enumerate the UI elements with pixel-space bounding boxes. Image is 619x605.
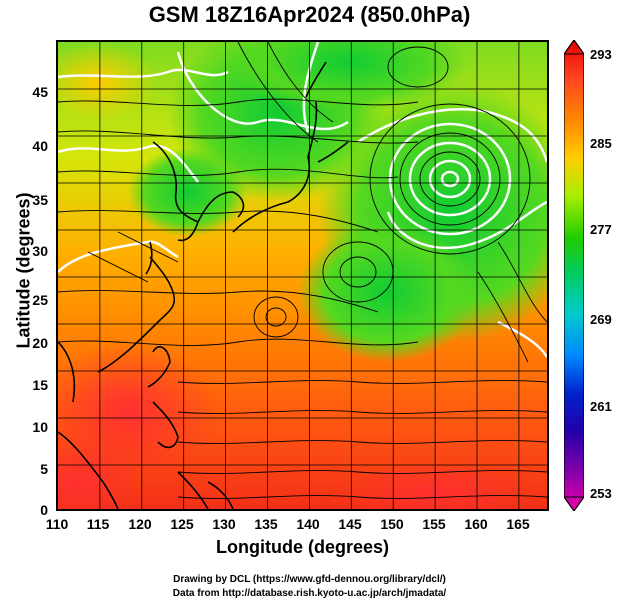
colorbar-tick-253: 253 xyxy=(590,486,612,501)
y-tick-30: 30 xyxy=(32,243,48,259)
coastlines xyxy=(58,61,349,509)
x-tick-110: 110 xyxy=(45,516,69,532)
y-tick-20: 20 xyxy=(32,335,48,351)
colorbar-tick-285: 285 xyxy=(590,136,612,151)
colorbar-tick-277: 277 xyxy=(590,222,612,237)
x-tick-115: 115 xyxy=(86,516,110,532)
colorbar-tick-269: 269 xyxy=(590,312,612,327)
y-tick-5: 5 xyxy=(40,461,48,477)
x-axis-label: Longitude (degrees) xyxy=(215,537,389,557)
credit-drawing: Drawing by DCL (https://www.gfd-dennou.o… xyxy=(173,574,446,585)
wind-streamlines xyxy=(58,42,547,499)
x-tick-155: 155 xyxy=(422,516,446,532)
map-title: GSM 18Z16Apr2024 (850.0hPa) xyxy=(148,2,471,27)
y-axis-label: Latitude (degrees) xyxy=(13,192,34,349)
x-tick-145: 145 xyxy=(338,516,362,532)
y-tick-35: 35 xyxy=(32,192,48,208)
y-tick-25: 25 xyxy=(32,292,48,308)
credit-data-source: Data from http://database.rish.kyoto-u.a… xyxy=(172,588,447,599)
colorbar xyxy=(564,40,584,511)
temperature-field xyxy=(58,42,547,509)
x-tick-120: 120 xyxy=(128,516,152,532)
x-tick-140: 140 xyxy=(296,516,320,532)
y-tick-15: 15 xyxy=(32,377,48,393)
x-tick-135: 135 xyxy=(254,516,278,532)
y-tick-45: 45 xyxy=(32,84,48,100)
colorbar-tick-293: 293 xyxy=(590,47,612,62)
x-tick-125: 125 xyxy=(170,516,194,532)
y-tick-10: 10 xyxy=(32,419,48,435)
y-tick-0: 0 xyxy=(40,502,48,518)
map-plot-area xyxy=(56,40,549,511)
y-tick-40: 40 xyxy=(32,138,48,154)
grid-lines xyxy=(58,42,547,509)
x-tick-165: 165 xyxy=(506,516,530,532)
x-tick-150: 150 xyxy=(380,516,404,532)
colorbar-tick-261: 261 xyxy=(590,399,612,414)
x-tick-160: 160 xyxy=(464,516,488,532)
x-tick-130: 130 xyxy=(212,516,236,532)
